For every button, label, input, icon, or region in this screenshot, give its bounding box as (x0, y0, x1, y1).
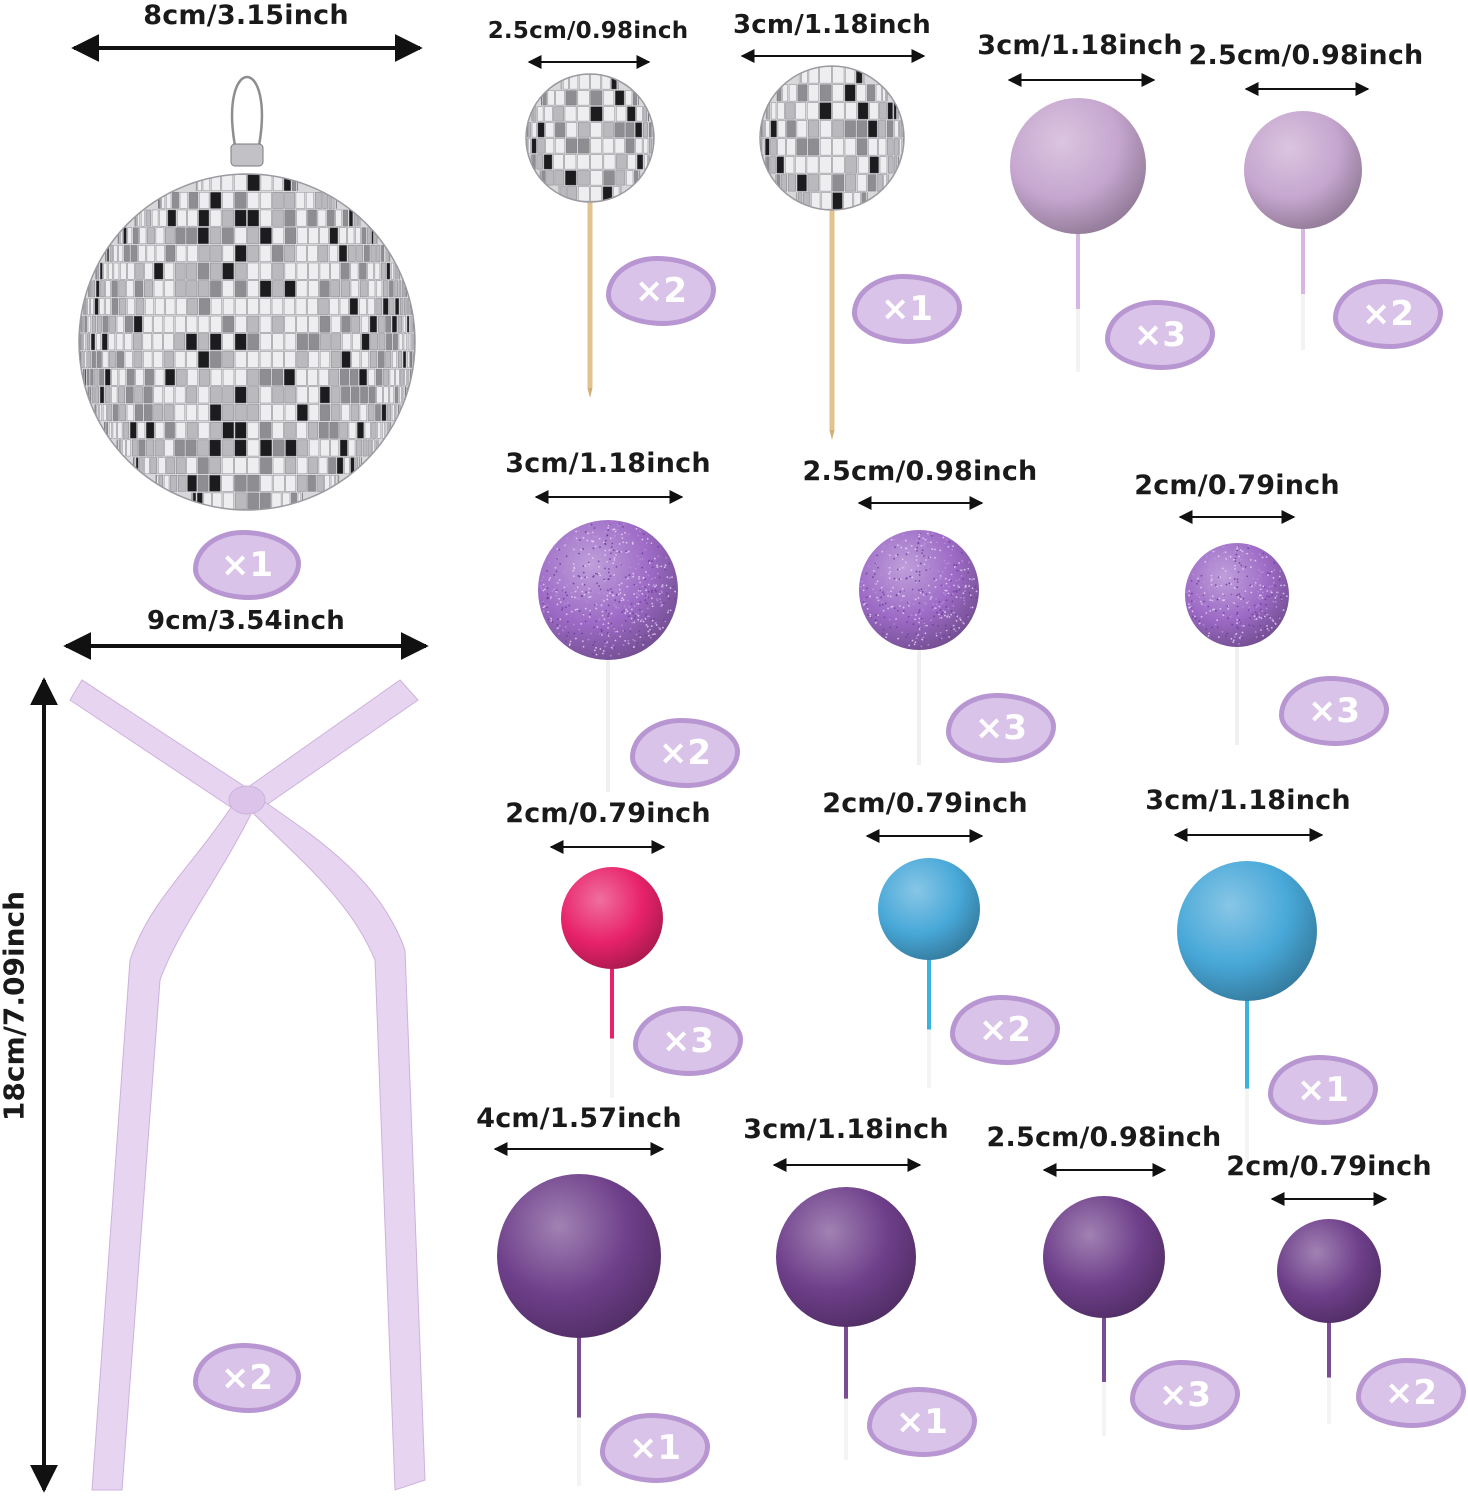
disco-ornament-hanging-string (230, 75, 264, 147)
purple-ball-2cm-ball (1277, 1219, 1381, 1323)
disco-topper-large-size-label: 3cm/1.18inch (733, 10, 931, 40)
glitter-ball-3cm-size-label: 3cm/1.18inch (505, 448, 711, 479)
pink-ball-2cm-qty-badge: ×3 (633, 1006, 743, 1076)
disco-ornament-size-label: 8cm/3.15inch (143, 0, 349, 31)
purple-ball-3cm-ball (776, 1187, 916, 1327)
satin-ribbon-bow-bow (69, 679, 426, 1491)
purple-ball-2-5cm-size-label: 2.5cm/0.98inch (986, 1122, 1222, 1153)
glitter-ball-2cm-qty-badge: ×3 (1279, 676, 1389, 746)
blue-ball-2cm-ball (878, 858, 980, 960)
disco-topper-small-qty-badge: ×2 (606, 256, 716, 326)
disco-topper-small-size-label: 2.5cm/0.98inch (487, 18, 689, 44)
disco-ornament-ball (78, 173, 416, 511)
lavender-ball-2-5cm-size-label: 2.5cm/0.98inch (1188, 40, 1424, 71)
disco-ornament-qty-badge: ×1 (193, 530, 301, 600)
blue-ball-3cm-size-label: 3cm/1.18inch (1145, 785, 1351, 816)
glitter-ball-2-5cm-ball (859, 530, 979, 650)
disco-topper-small-ball (525, 73, 655, 203)
glitter-ball-2-5cm-qty-badge: ×3 (946, 693, 1056, 763)
disco-ornament-cap (230, 143, 264, 167)
blue-ball-3cm-ball (1177, 861, 1317, 1001)
lavender-ball-3cm-qty-badge: ×3 (1105, 300, 1215, 370)
blue-ball-3cm-qty-badge: ×1 (1268, 1055, 1378, 1125)
blue-ball-2cm-qty-badge: ×2 (950, 995, 1060, 1065)
purple-ball-2-5cm-ball (1043, 1196, 1165, 1318)
disco-topper-large-ball (759, 65, 905, 211)
blue-ball-2cm-size-label: 2cm/0.79inch (822, 788, 1028, 819)
glitter-ball-2cm-size-label: 2cm/0.79inch (1134, 470, 1340, 501)
pink-ball-2cm-ball (561, 867, 663, 969)
purple-ball-2cm-qty-badge: ×2 (1356, 1358, 1466, 1428)
purple-ball-3cm-qty-badge: ×1 (867, 1387, 977, 1457)
glitter-ball-2-5cm-size-label: 2.5cm/0.98inch (802, 456, 1038, 487)
purple-ball-4cm-ball (497, 1174, 661, 1338)
purple-ball-4cm-size-label: 4cm/1.57inch (476, 1103, 682, 1134)
glitter-ball-3cm-qty-badge: ×2 (630, 718, 740, 788)
pink-ball-2cm-size-label: 2cm/0.79inch (505, 798, 711, 829)
lavender-ball-3cm-ball (1010, 98, 1146, 234)
purple-ball-2cm-size-label: 2cm/0.79inch (1226, 1151, 1432, 1182)
glitter-ball-2cm-ball (1185, 543, 1289, 647)
disco-topper-large-qty-badge: ×1 (852, 274, 962, 344)
lavender-ball-2-5cm-ball (1244, 111, 1362, 229)
purple-ball-3cm-size-label: 3cm/1.18inch (743, 1114, 949, 1145)
purple-ball-4cm-qty-badge: ×1 (600, 1413, 710, 1483)
glitter-ball-3cm-ball (538, 520, 678, 660)
satin-ribbon-bow-length-label: 18cm/7.09inch (0, 890, 31, 1122)
lavender-ball-2-5cm-qty-badge: ×2 (1333, 279, 1443, 349)
satin-ribbon-bow-width-label: 9cm/3.54inch (147, 606, 345, 636)
lavender-ball-3cm-size-label: 3cm/1.18inch (977, 30, 1183, 61)
purple-ball-2-5cm-qty-badge: ×3 (1130, 1360, 1240, 1430)
satin-ribbon-bow-qty-badge: ×2 (193, 1343, 301, 1413)
